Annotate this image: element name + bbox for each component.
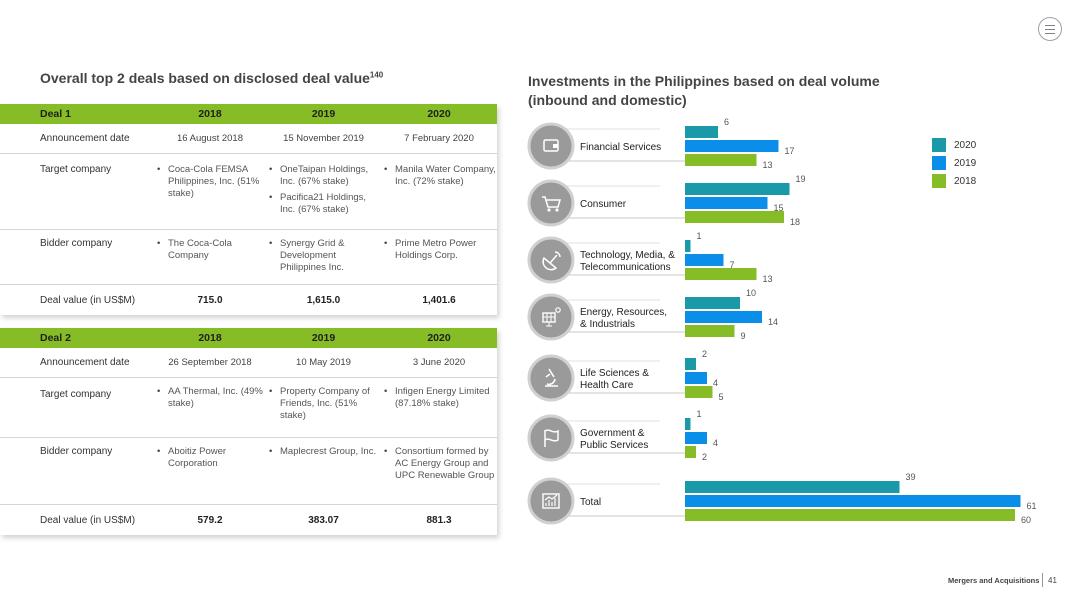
legend-swatch xyxy=(932,174,946,188)
category-group-2: Consumer 19 15 18 xyxy=(527,174,806,227)
left-section-title: Overall top 2 deals based on disclosed d… xyxy=(40,70,384,86)
deal-value-row: Deal value (in US$M) 579.2 383.07 881.3 xyxy=(40,514,452,526)
bar-value-label: 39 xyxy=(906,472,916,482)
bidder-row: Bidder company The Coca-Cola Company Syn… xyxy=(0,230,497,285)
category-icon-circle xyxy=(527,354,575,402)
bar-2020 xyxy=(685,418,691,430)
category-label: Telecommunications xyxy=(580,262,671,273)
category-label: Public Services xyxy=(580,440,648,451)
target-row: Target company AA Thermal, Inc. (49% sta… xyxy=(0,378,497,438)
target-row: Target company Coca-Cola FEMSA Philippin… xyxy=(0,154,497,230)
bar-2019 xyxy=(685,432,707,444)
deal-2-table: Deal 2 2018 2019 2020 Announcement date … xyxy=(0,328,497,535)
legend-swatch xyxy=(932,138,946,152)
bar-2018 xyxy=(685,509,1015,521)
category-group-6: Government &Public Services 1 42 xyxy=(527,409,718,462)
bar-value-label: 7 xyxy=(730,260,735,270)
category-label: Consumer xyxy=(580,199,627,210)
bar-value-label: 13 xyxy=(763,274,773,284)
footer-divider xyxy=(1042,573,1043,587)
shopping-cart-icon xyxy=(542,196,561,212)
bar-2020 xyxy=(685,358,696,370)
page-number: 41 xyxy=(1048,576,1057,585)
bar-value-label: 14 xyxy=(768,317,778,327)
bar-2019 xyxy=(685,372,707,384)
bar-2020 xyxy=(685,183,790,195)
category-icon-circle xyxy=(527,414,575,462)
bar-value-label: 13 xyxy=(763,160,773,170)
category-group-5: Life Sciences &Health Care 2 45 xyxy=(527,349,724,402)
bar-2020 xyxy=(685,240,691,252)
category-icon-circle xyxy=(527,179,575,227)
bar-value-label: 6 xyxy=(724,117,729,127)
category-label: Life Sciences & xyxy=(580,368,649,379)
legend-item-2019: 2019 xyxy=(932,154,976,172)
category-label: Health Care xyxy=(580,380,634,391)
bar-2018 xyxy=(685,386,713,398)
deal-2-header: Deal 2 2018 2019 2020 xyxy=(0,328,497,348)
category-label: Financial Services xyxy=(580,142,661,153)
bar-value-label: 4 xyxy=(713,378,718,388)
bar-2019 xyxy=(685,311,762,323)
bar-chart-icon xyxy=(542,493,560,509)
flag-icon xyxy=(544,429,559,447)
footer-section: Mergers and Acquisitions xyxy=(948,576,1040,585)
satellite-dish-icon xyxy=(542,251,561,271)
bar-2018 xyxy=(685,211,784,223)
bar-2020 xyxy=(685,297,740,309)
bar-value-label: 2 xyxy=(702,452,707,462)
bar-2020 xyxy=(685,481,900,493)
announcement-row: Announcement date 16 August 2018 15 Nove… xyxy=(0,124,497,154)
wallet-icon xyxy=(543,139,559,152)
bar-value-label: 60 xyxy=(1021,515,1031,525)
category-icon-circle xyxy=(527,236,575,284)
menu-icon[interactable] xyxy=(1038,17,1062,41)
bar-2019 xyxy=(685,254,724,266)
bar-2018 xyxy=(685,325,735,337)
category-group-7: Total 39 61 60 xyxy=(527,472,1037,525)
bar-2019 xyxy=(685,495,1021,507)
legend-item-2020: 2020 xyxy=(932,136,976,154)
category-label: Technology, Media, & xyxy=(580,250,675,261)
bar-2019 xyxy=(685,197,768,209)
chart-legend: 2020 2019 2018 xyxy=(932,136,976,190)
bar-value-label: 19 xyxy=(796,174,806,184)
bar-2018 xyxy=(685,446,696,458)
bidder-row: Bidder company Aboitiz Power Corporation… xyxy=(0,438,497,505)
category-icon-circle xyxy=(527,477,575,525)
bar-value-label: 61 xyxy=(1027,501,1037,511)
bar-value-label: 5 xyxy=(719,392,724,402)
bar-value-label: 2 xyxy=(702,349,707,359)
deal-1-header: Deal 1 2018 2019 2020 xyxy=(0,104,497,124)
category-label: & Industrials xyxy=(580,319,635,330)
chart-title: Investments in the Philippines based on … xyxy=(528,73,880,108)
deal-value-row: Deal value (in US$M) 715.0 1,615.0 1,401… xyxy=(40,294,456,306)
category-icon-circle xyxy=(527,122,575,170)
bar-value-label: 18 xyxy=(790,217,800,227)
deal-1-table: Deal 1 2018 2019 2020 Announcement date … xyxy=(0,104,497,315)
bar-value-label: 1 xyxy=(697,409,702,419)
category-label: Energy, Resources, xyxy=(580,307,667,318)
bar-2020 xyxy=(685,126,718,138)
bar-value-label: 17 xyxy=(785,146,795,156)
bar-value-label: 10 xyxy=(746,288,756,298)
bar-value-label: 4 xyxy=(713,438,718,448)
bar-2018 xyxy=(685,154,757,166)
legend-swatch xyxy=(932,156,946,170)
category-group-3: Technology, Media, &Telecommunications 1 7… xyxy=(527,231,773,284)
bar-2018 xyxy=(685,268,757,280)
microscope-icon xyxy=(545,368,558,387)
announcement-row: Announcement date 26 September 2018 10 M… xyxy=(0,348,497,378)
category-label: Government & xyxy=(580,428,645,439)
category-group-1: Financial Services 6 17 13 xyxy=(527,117,795,170)
category-group-4: Energy, Resources,& Industrials 10 14 9 xyxy=(527,288,778,341)
legend-item-2018: 2018 xyxy=(932,172,976,190)
deal-volume-bar-chart: Financial Services61713Consumer191518Tec… xyxy=(527,117,1037,525)
bar-2019 xyxy=(685,140,779,152)
bar-value-label: 1 xyxy=(697,231,702,241)
bar-value-label: 9 xyxy=(741,331,746,341)
category-label: Total xyxy=(580,497,601,508)
solar-panel-icon xyxy=(542,307,561,327)
bar-value-label: 15 xyxy=(774,203,784,213)
